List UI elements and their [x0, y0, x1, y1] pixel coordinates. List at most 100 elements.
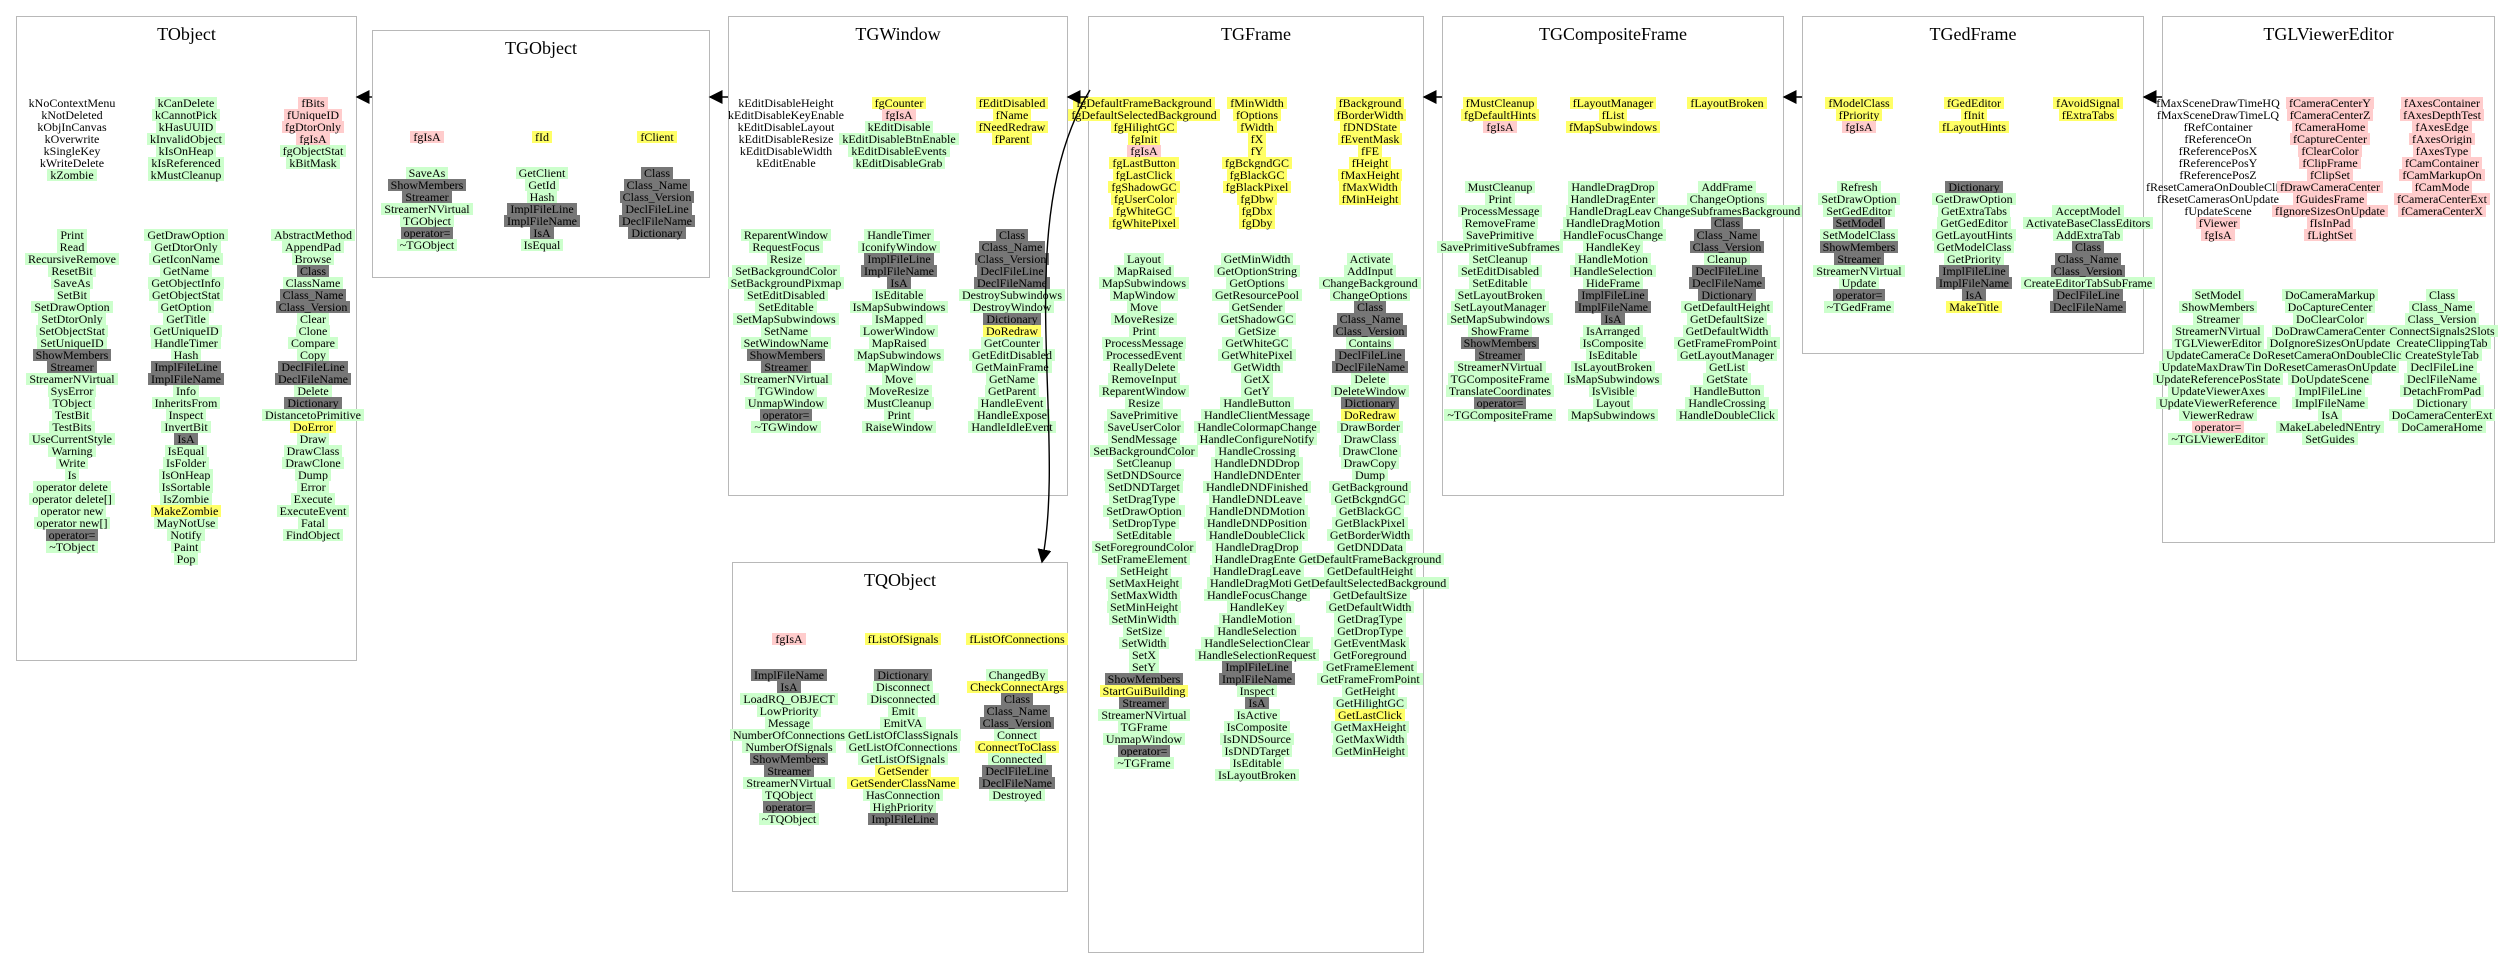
member-item: DetachFromPad — [2400, 385, 2484, 397]
member-item: ShowMembers — [1819, 241, 1899, 253]
member-item: Execute — [290, 493, 336, 505]
member-item: GetLayoutManager — [1677, 349, 1777, 361]
member-item: HandleKey — [1582, 241, 1644, 253]
member-item: kNotDeleted — [41, 108, 103, 122]
member-item: GetBlackPixel — [1332, 517, 1408, 529]
member-item: fgDefaultSelectedBackground — [1068, 109, 1220, 121]
member-column: kCanDelete kCannotPick kHasUUID kInvalidObj… — [86, 97, 286, 565]
member-item: StartGuiBuilding — [1099, 685, 1189, 697]
member-item: ReallyDelete — [1109, 361, 1179, 373]
member-item: DeclFileName — [979, 777, 1055, 789]
member-item: fgIsA — [1127, 145, 1161, 157]
class-box-tgobject: TGObject fgIsA SaveAs ShowMembers Streamer St… — [372, 30, 710, 278]
member-item: kInvalidObject — [147, 133, 225, 145]
member-item: GetWhiteGC — [1222, 337, 1292, 349]
member-item: Dictionary — [628, 227, 686, 239]
member-item: IsZombie — [160, 493, 212, 505]
member-item: LowerWindow — [859, 325, 939, 337]
member-column: fClient Class Class_Name Class_Version DeclF… — [557, 131, 757, 239]
member-item: Dictionary — [983, 313, 1041, 325]
member-column: fCameraCenterY fCameraCenterZ fCameraHome f… — [2230, 97, 2430, 445]
member-item: GetFrameFromPoint — [1317, 673, 1423, 685]
member-item: operator= — [1473, 397, 1527, 409]
member-item: fX — [1247, 133, 1267, 145]
member-item: Update — [1838, 277, 1880, 289]
member-item: UnmapWindow — [744, 397, 828, 409]
member-item: DrawClone — [282, 457, 344, 469]
member-item: Print — [1129, 325, 1159, 337]
member-item: Streamer — [1475, 349, 1525, 361]
member-item: GetIconName — [149, 253, 223, 265]
member-item: fEditDisabled — [975, 97, 1049, 109]
member-item: GetClient — [515, 167, 569, 179]
member-item: fgBlackGC — [1226, 169, 1288, 181]
member-item: GetDefaultSize — [1687, 313, 1767, 325]
member-item: GetEditDisabled — [969, 349, 1055, 361]
member-item: GetForeground — [1330, 649, 1410, 661]
member-column: fgIsA SaveAs ShowMembers Streamer StreamerNV… — [327, 131, 527, 251]
member-item: Resize — [767, 253, 805, 265]
member-item: Class_Version — [275, 301, 351, 313]
member-item: GetDefaultHeight — [1324, 565, 1416, 577]
member-item: fCameraCenterX — [2398, 205, 2486, 217]
member-item: DeclFileLine — [1692, 265, 1762, 277]
member-item: IsEditable — [1585, 349, 1641, 361]
member-column: fBackground fBorderWidth fDNDState fEventMa… — [1270, 97, 1470, 757]
member-item: kEditDisableKeyEnable — [728, 108, 844, 122]
member-item: fMustCleanup — [1462, 97, 1538, 109]
member-item: DeclFileLine — [2053, 289, 2123, 301]
member-item: Class — [296, 265, 329, 277]
member-item: fAxesContainer — [2401, 97, 2483, 109]
member-item: Print — [57, 229, 87, 241]
member-item: SetModel — [2191, 289, 2245, 301]
member-item: SetMapSubwindows — [733, 313, 839, 325]
member-item: Refresh — [1837, 181, 1881, 193]
member-item: fgWhitePixel — [1109, 217, 1179, 229]
member-item: operator delete[] — [29, 493, 115, 505]
member-item: ImplFileName — [861, 265, 937, 277]
member-item: Delete — [1351, 373, 1389, 385]
member-item: Class_Name — [2408, 301, 2476, 313]
member-item: HandleFocusChange — [1204, 589, 1310, 601]
member-item: ChangedBy — [985, 669, 1049, 681]
member-item: MakeZombie — [150, 505, 222, 517]
member-item: GetSender — [874, 765, 932, 777]
class-title: TGLViewerEditor — [2263, 24, 2394, 44]
member-item: SetEditable — [755, 301, 817, 313]
member-item: ViewerRedraw — [2179, 409, 2257, 421]
member-column: fLayoutBroken AddFrame ChangeOptions Change… — [1627, 97, 1827, 421]
member-item: SetDragType — [1109, 493, 1179, 505]
member-item: IsSortable — [158, 481, 214, 493]
member-item: fClearColor — [2298, 145, 2362, 157]
member-item: fGuidesFrame — [2292, 193, 2368, 205]
member-column: fgIsA ImplFileName IsA LoadRQ_OBJECT LowPrio… — [689, 633, 889, 825]
member-item: DrawClass — [283, 445, 343, 457]
member-column: fListOfConnections ChangedBy CheckConnectA… — [917, 633, 1117, 801]
member-item: IsEqual — [164, 445, 208, 457]
member-item: fCameraCenterExt — [2394, 193, 2490, 205]
member-item: Dictionary — [2413, 397, 2471, 409]
member-item: Fatal — [298, 517, 328, 529]
member-item: fMapSubwindows — [1565, 121, 1660, 133]
member-item: ImplFileName — [2292, 397, 2368, 409]
member-item: RecursiveRemove — [25, 253, 119, 265]
member-item: MapRaised — [1113, 265, 1175, 277]
member-item: fgBlackPixel — [1222, 181, 1292, 193]
member-item: MoveResize — [866, 385, 932, 397]
member-item: fgIsA — [2201, 229, 2235, 241]
member-item: fLayoutBroken — [1687, 97, 1767, 109]
member-item: fCaptureCenter — [2290, 133, 2370, 145]
member-item: DeclFileName — [275, 373, 351, 385]
member-item: Dictionary — [1341, 397, 1399, 409]
member-item: ChangeBackground — [1319, 277, 1421, 289]
member-item: Compare — [288, 337, 338, 349]
member-item: fCameraCenterY — [2286, 97, 2374, 109]
member-item: GetLastClick — [1335, 709, 1405, 721]
member-item: fAxesEdge — [2412, 121, 2472, 133]
member-item: StreamerNVirtual — [26, 373, 118, 385]
member-item: Class_Name — [1336, 313, 1404, 325]
member-item: GetSender — [1228, 301, 1286, 313]
member-item: fBackground — [1335, 97, 1405, 109]
member-item: Class_Name — [1693, 229, 1761, 241]
member-item: fUniqueID — [284, 109, 342, 121]
